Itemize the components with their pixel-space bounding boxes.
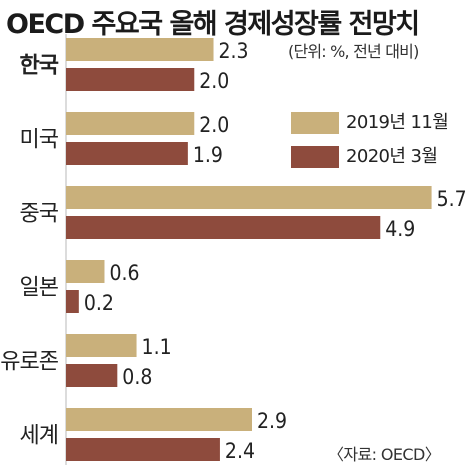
unit-note: (단위: %, 전년 대비) (288, 42, 419, 61)
value-label-cat-2-series-1: 4.9 (385, 217, 415, 241)
category-label-cat-4: 유로존 (0, 350, 58, 375)
value-label-cat-0-series-1: 2.0 (199, 69, 229, 93)
value-label-cat-2-series-0: 5.7 (437, 187, 467, 211)
value-label-cat-1-series-0: 2.0 (199, 113, 229, 137)
bar-cat-1-series-0 (66, 112, 195, 135)
value-label-cat-3-series-0: 0.6 (109, 261, 139, 285)
bar-cat-4-series-0 (66, 334, 137, 357)
value-label-cat-1-series-1: 1.9 (193, 143, 223, 167)
value-label-cat-4-series-1: 0.8 (122, 365, 152, 389)
legend-label-2020: 2020년 3월 (346, 146, 438, 167)
legend-swatch-2020 (291, 146, 339, 168)
category-label-cat-0: 한국 (20, 54, 59, 79)
category-label-cat-5: 세계 (20, 424, 58, 449)
bar-cat-4-series-1 (66, 364, 118, 387)
bar-cat-3-series-1 (66, 290, 79, 313)
value-label-cat-5-series-0: 2.9 (257, 409, 287, 433)
category-label-cat-2: 중국 (20, 202, 59, 227)
category-label-cat-1: 미국 (20, 128, 59, 153)
category-label-cat-3: 일본 (20, 276, 59, 301)
value-label-cat-3-series-1: 0.2 (84, 291, 114, 315)
bar-cat-3-series-0 (66, 260, 105, 283)
bar-cat-5-series-1 (66, 438, 220, 461)
value-label-cat-4-series-0: 1.1 (142, 335, 172, 359)
bar-cat-5-series-0 (66, 408, 252, 431)
chart-title: OECD 주요국 올해 경제성장률 전망치 (6, 9, 420, 40)
bar-cat-2-series-0 (66, 186, 432, 209)
legend-swatch-2019 (291, 112, 339, 134)
bar-cat-0-series-1 (66, 68, 195, 91)
legend-label-2019: 2019년 11월 (346, 112, 449, 133)
value-label-cat-0-series-0: 2.3 (219, 39, 249, 63)
value-label-cat-5-series-1: 2.4 (225, 439, 255, 463)
bar-cat-2-series-1 (66, 216, 381, 239)
bar-cat-0-series-0 (66, 38, 214, 61)
source-note: 〈자료: OECD〉 (328, 445, 441, 464)
bar-cat-1-series-1 (66, 142, 188, 165)
